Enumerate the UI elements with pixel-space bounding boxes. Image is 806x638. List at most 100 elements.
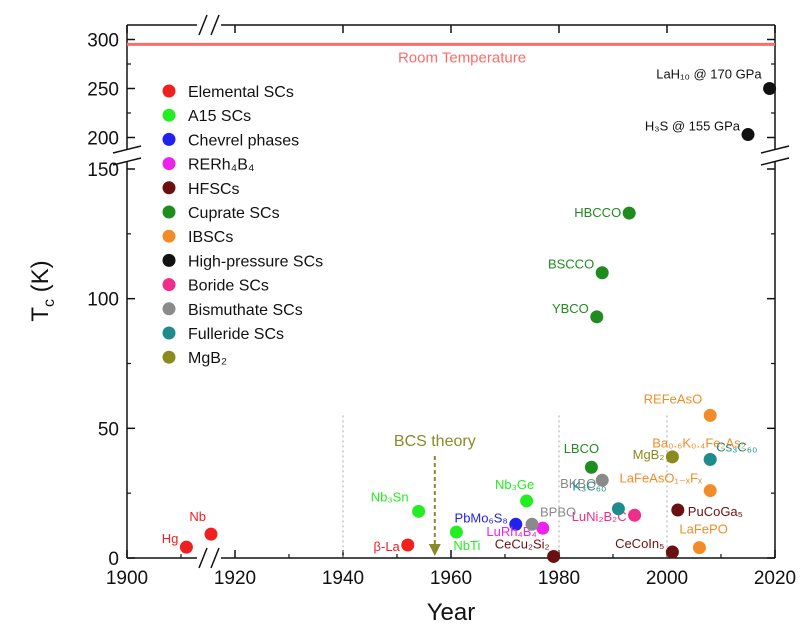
point-label: Ba₀.₆K₀.₄Fe₂As₂: [652, 435, 746, 450]
point-label: β-La: [374, 539, 401, 554]
x-tick-label: 1900: [106, 568, 148, 589]
y-axis-title-sub: c: [41, 299, 58, 307]
data-point: [547, 549, 561, 563]
y-axis-break: [112, 145, 790, 166]
point-label: BSCCO: [548, 257, 594, 272]
data-point: [449, 525, 463, 539]
point-label: LaH₁₀ @ 170 GPa: [656, 67, 762, 82]
x-tick-label: 1960: [430, 568, 472, 589]
data-point: [401, 538, 415, 552]
legend-marker: [162, 302, 176, 316]
point-label: LuNi₂B₂C: [572, 509, 627, 524]
y-tick-label: 200: [87, 129, 119, 150]
legend-marker: [162, 108, 176, 122]
x-tick-label: 1980: [538, 568, 580, 589]
point-label: LaFePO: [679, 522, 727, 537]
bcs-theory-arrowhead: [428, 544, 441, 556]
point-label: Nb₃Sn: [371, 489, 409, 504]
legend-marker: [162, 205, 176, 219]
legend-label: A15 SCs: [188, 108, 251, 125]
room-temperature-label: Room Temperature: [398, 49, 526, 66]
legend-marker: [162, 229, 176, 243]
data-point: [741, 128, 755, 142]
y-axis-title-unit: (K): [27, 260, 54, 299]
data-point: [509, 517, 523, 531]
point-label: BKBO: [560, 476, 596, 491]
bcs-theory-label: BCS theory: [394, 433, 476, 450]
point-label: REFeAsO: [644, 391, 703, 406]
x-axis-break: [197, 14, 221, 569]
point-label: Hg: [162, 531, 179, 546]
point-label: HBCCO: [574, 205, 621, 220]
point-label: CeCoIn₅: [615, 536, 664, 551]
point-label: MgB₂: [633, 447, 665, 462]
point-label: Cs₃C₆₀: [716, 439, 757, 454]
data-point: [590, 310, 604, 324]
y-tick-label: 150: [87, 160, 119, 181]
data-point: [595, 266, 609, 280]
data-point: [703, 452, 717, 466]
legend-marker: [162, 181, 176, 195]
legend-label: Cuprate SCs: [188, 205, 280, 222]
x-tick-label: 2000: [646, 568, 688, 589]
data-point: [628, 508, 642, 522]
legend-marker: [162, 253, 176, 267]
legend-label: Chevrel phases: [188, 132, 299, 149]
point-label: PuCoGa₅: [688, 504, 743, 519]
legend-marker: [162, 132, 176, 146]
data-point: [665, 450, 679, 464]
y-axis-title: Tc (K): [27, 260, 58, 321]
x-tick-label: 1920: [214, 568, 256, 589]
point-label: LaFeAsO₁₋ₓFₓ: [620, 471, 703, 486]
data-points: Hg Nb β-La Nb₃Sn NbTi Nb₃Ge PbMo₆S₈LuRh₄B₄CeCu…: [162, 67, 777, 563]
legend-marker: [162, 326, 176, 340]
point-label: H₃S @ 155 GPa: [645, 119, 741, 134]
y-tick-label: 300: [87, 31, 119, 52]
point-label: YBCO: [552, 301, 589, 316]
data-point: [204, 527, 218, 541]
data-point: [703, 484, 717, 498]
room-temperature-line-group: Room Temperature: [127, 42, 775, 66]
data-point: [179, 540, 193, 554]
data-point: [611, 502, 625, 516]
legend-label: IBSCs: [188, 229, 233, 246]
y-axis-title-main: T: [27, 307, 54, 322]
point-label: LuRh₄B₄: [486, 524, 536, 539]
y-tick-label: 0: [108, 549, 119, 570]
legend-label: Elemental SCs: [188, 84, 294, 101]
x-tick-label: 2020: [754, 568, 796, 589]
data-point: [584, 460, 598, 474]
legend-label: RERh₄B₄: [188, 157, 254, 174]
legend-label: Bismuthate SCs: [188, 302, 303, 319]
data-point: [412, 504, 426, 518]
point-label: LBCO: [564, 441, 599, 456]
point-label: PbMo₆S₈: [455, 510, 508, 525]
point-label: CeCu₂Si₂: [495, 536, 550, 551]
data-point: [520, 494, 534, 508]
axis-titles: Year Tc (K): [27, 260, 475, 626]
x-axis-title: Year: [427, 599, 476, 626]
point-label: BPBO: [540, 504, 576, 519]
y-tick-label: 100: [87, 290, 119, 311]
y-tick-label: 50: [98, 419, 119, 440]
legend-marker: [162, 157, 176, 171]
legend-marker: [162, 350, 176, 364]
legend: Elemental SCs A15 SCs Chevrel phases RERh₄B…: [162, 84, 323, 367]
point-label: NbTi: [453, 538, 480, 553]
y-tick-label: 250: [87, 80, 119, 101]
legend-marker: [162, 278, 176, 292]
data-point: [665, 545, 679, 559]
legend-label: High-pressure SCs: [188, 253, 323, 270]
legend-label: Fulleride SCs: [188, 326, 284, 343]
point-label: K₃C₆₀: [572, 479, 606, 494]
data-point: [692, 541, 706, 555]
legend-label: Boride SCs: [188, 278, 269, 295]
axes: 1900 1920 1940 1960 1980 2000 2020 0 50 100 150 200…: [87, 14, 796, 589]
point-label: Nb₃Ge: [495, 477, 534, 492]
data-point: [595, 473, 609, 487]
legend-label: HFSCs: [188, 181, 240, 198]
data-point: [763, 82, 777, 95]
bcs-annotation: BCS theory: [394, 433, 476, 556]
legend-marker: [162, 84, 176, 98]
